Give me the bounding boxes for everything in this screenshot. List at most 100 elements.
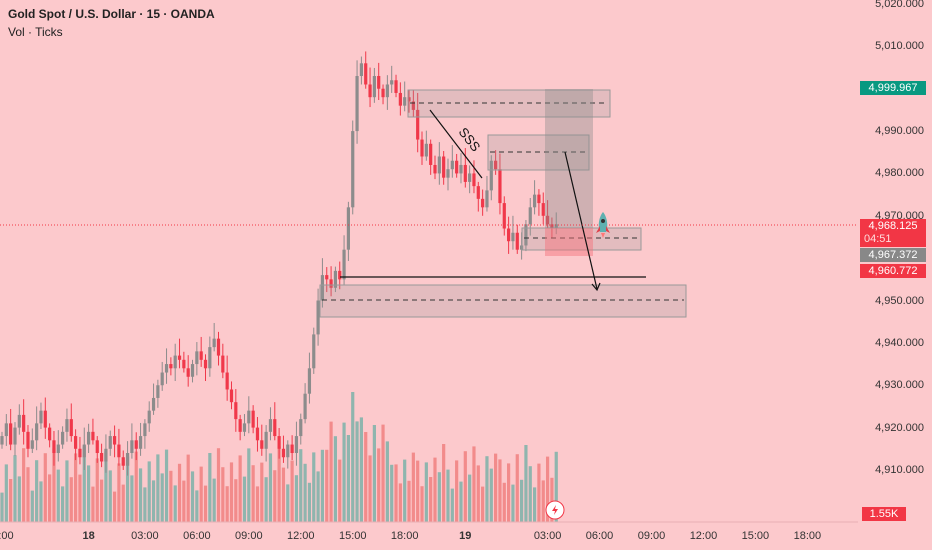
candle[interactable] <box>459 164 463 174</box>
candle[interactable] <box>221 355 225 373</box>
candle[interactable] <box>390 80 394 85</box>
candle[interactable] <box>61 431 65 445</box>
candle[interactable] <box>532 194 537 208</box>
candle[interactable] <box>433 164 437 174</box>
candle[interactable] <box>368 84 372 98</box>
candle[interactable] <box>485 190 489 208</box>
candle[interactable] <box>173 355 177 369</box>
candle[interactable] <box>182 359 186 369</box>
candle[interactable] <box>251 410 255 428</box>
candle[interactable] <box>26 431 30 449</box>
candle[interactable] <box>199 351 203 360</box>
candle[interactable] <box>74 436 78 449</box>
candle[interactable] <box>338 270 342 280</box>
candle[interactable] <box>407 97 411 102</box>
zone-box-current[interactable] <box>521 227 642 251</box>
candle[interactable] <box>316 300 320 335</box>
candle[interactable] <box>424 143 428 157</box>
candle[interactable] <box>416 109 420 140</box>
candle[interactable] <box>463 164 467 182</box>
candle[interactable] <box>359 63 363 77</box>
candle[interactable] <box>9 423 13 445</box>
candle[interactable] <box>30 440 34 449</box>
candle[interactable] <box>35 423 39 441</box>
candle[interactable] <box>377 76 381 89</box>
candle[interactable] <box>507 228 511 242</box>
candle[interactable] <box>121 457 125 466</box>
candle[interactable] <box>277 436 281 449</box>
candle[interactable] <box>4 423 8 437</box>
candle[interactable] <box>69 419 73 437</box>
candle[interactable] <box>290 444 294 454</box>
candle[interactable] <box>104 448 108 462</box>
candle[interactable] <box>537 194 541 204</box>
candle[interactable] <box>303 393 307 420</box>
candle[interactable] <box>450 160 454 170</box>
candle[interactable] <box>0 436 4 445</box>
candle[interactable] <box>156 385 160 398</box>
candle[interactable] <box>364 63 368 85</box>
candle[interactable] <box>138 436 143 449</box>
candle[interactable] <box>329 279 333 288</box>
candle[interactable] <box>398 92 402 106</box>
candle[interactable] <box>108 436 112 449</box>
candle[interactable] <box>125 453 130 466</box>
candle[interactable] <box>307 368 312 394</box>
candle[interactable] <box>82 444 86 458</box>
candle[interactable] <box>52 440 56 454</box>
candle[interactable] <box>130 440 134 454</box>
candle[interactable] <box>17 414 21 428</box>
candle[interactable] <box>455 160 459 174</box>
candle[interactable] <box>87 431 91 445</box>
candle[interactable] <box>242 423 247 432</box>
candle[interactable] <box>524 224 528 246</box>
candle[interactable] <box>346 207 350 250</box>
candle[interactable] <box>208 347 212 369</box>
candle[interactable] <box>264 431 268 449</box>
candle[interactable] <box>112 436 117 445</box>
candle[interactable] <box>48 427 52 441</box>
candle[interactable] <box>545 215 550 225</box>
candle[interactable] <box>372 76 376 98</box>
candle[interactable] <box>190 364 195 377</box>
candle[interactable] <box>151 397 156 411</box>
candle[interactable] <box>342 249 346 280</box>
candle[interactable] <box>511 232 515 242</box>
candle[interactable] <box>325 275 329 280</box>
candle[interactable] <box>442 156 446 178</box>
candle[interactable] <box>468 173 472 182</box>
candle[interactable] <box>273 419 277 437</box>
candle[interactable] <box>117 444 121 458</box>
candle[interactable] <box>498 169 502 204</box>
candle[interactable] <box>385 84 389 98</box>
candle[interactable] <box>489 160 493 191</box>
candle[interactable] <box>299 419 303 437</box>
candle[interactable] <box>437 156 441 174</box>
candle[interactable] <box>164 364 169 373</box>
candle[interactable] <box>65 419 69 432</box>
candle[interactable] <box>247 410 251 424</box>
candle[interactable] <box>294 436 299 454</box>
candle[interactable] <box>160 372 164 386</box>
candle[interactable] <box>56 444 60 454</box>
candle[interactable] <box>255 427 260 441</box>
candle[interactable] <box>333 270 338 288</box>
candle[interactable] <box>420 139 424 157</box>
candle[interactable] <box>43 410 47 428</box>
candle[interactable] <box>143 423 147 437</box>
candle[interactable] <box>234 402 238 420</box>
candle[interactable] <box>268 419 273 432</box>
short-position-stop[interactable] <box>545 89 593 228</box>
candle[interactable] <box>515 232 519 250</box>
candle[interactable] <box>394 80 398 93</box>
candle[interactable] <box>78 448 82 458</box>
candle[interactable] <box>99 453 104 462</box>
candle[interactable] <box>403 97 407 106</box>
candle[interactable] <box>281 448 286 458</box>
candle[interactable] <box>472 173 476 187</box>
candle[interactable] <box>203 359 208 369</box>
candle[interactable] <box>476 186 480 199</box>
candle[interactable] <box>91 431 95 441</box>
